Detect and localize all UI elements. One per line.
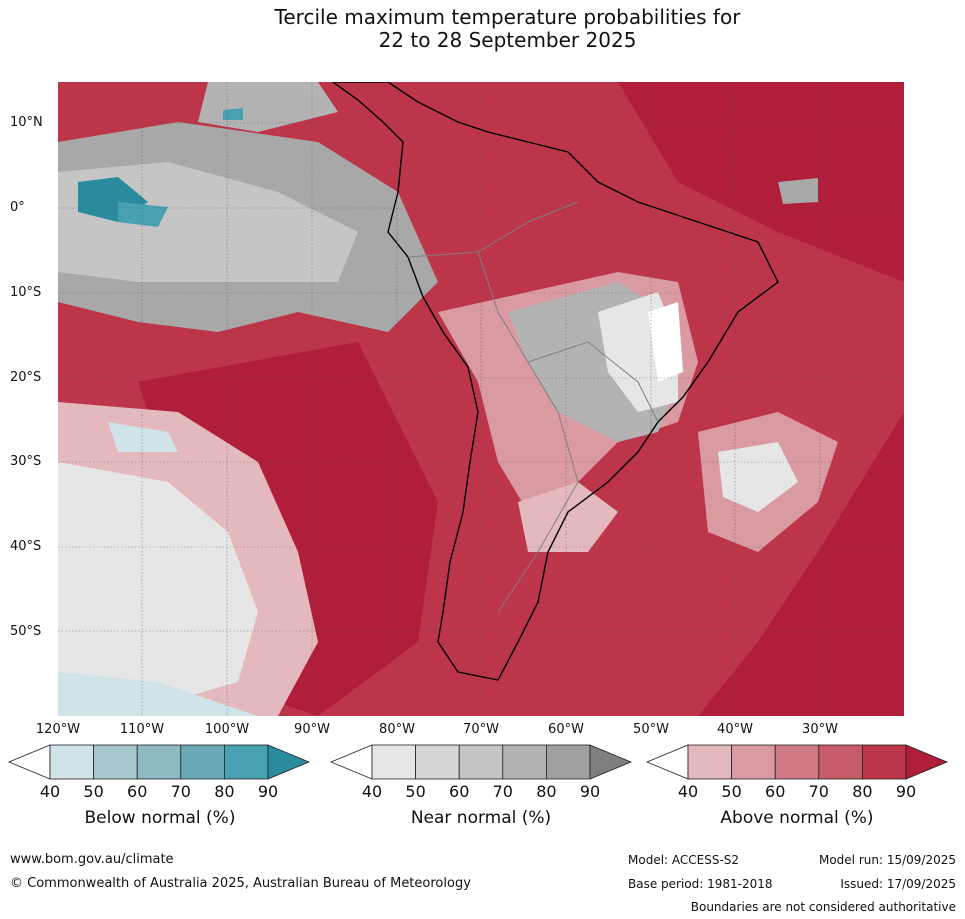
below-colorbar-segment [93, 744, 138, 780]
below-colorbar-high-triangle [267, 744, 310, 780]
lat-label-0: 0° [10, 200, 25, 215]
above-colorbar-segment [687, 744, 732, 780]
above-colorbar-segment [818, 744, 863, 780]
map-title-line1: Tercile maximum temperature probabilitie… [274, 5, 741, 29]
above-colorbar-segment [731, 744, 776, 780]
boundaries-disclaimer: Boundaries are not considered authoritat… [690, 900, 956, 914]
above-colorbar-segment [774, 744, 820, 780]
atlantic-near-patch [778, 178, 818, 204]
below-normal-patch-2 [118, 202, 168, 227]
above-colorbar-tick-label: 70 [808, 782, 829, 801]
below-colorbar-tick-label: 90 [257, 782, 279, 801]
lon-label-70w: 70°W [463, 722, 499, 737]
below-colorbar-tick-label: 60 [127, 782, 148, 801]
below-colorbar-segment [180, 744, 225, 780]
lat-label-20s: 20°S [10, 370, 42, 385]
below-normal-legend-title: Below normal (%) [84, 808, 236, 828]
near-normal-colorbar [330, 744, 632, 780]
issued-date: Issued: 17/09/2025 [840, 877, 956, 891]
lat-label-10s: 10°S [10, 285, 42, 300]
lon-label-90w: 90°W [294, 722, 330, 737]
model-run-date: Model run: 15/09/2025 [818, 853, 956, 867]
country-borders [407, 201, 659, 613]
below-normal-colorbar [8, 744, 310, 780]
lon-label-60w: 60°W [548, 722, 584, 737]
above-colorbar-tick-label: 90 [895, 782, 917, 801]
below-pale-south-pacific [58, 672, 258, 716]
near-colorbar-tick-label: 60 [449, 782, 470, 801]
below-pale-patch [108, 422, 178, 452]
lat-label-50s: 50°S [10, 624, 42, 639]
lon-label-30w: 30°W [802, 722, 838, 737]
model-name: Model: ACCESS-S2 [628, 853, 740, 867]
below-colorbar-low-triangle [8, 744, 51, 780]
lon-label-120w: 120°W [35, 722, 81, 737]
near-colorbar-tick-label: 50 [405, 782, 426, 801]
land-white-patch [648, 302, 683, 382]
near-normal-legend-title: Near normal (%) [410, 808, 552, 828]
above-normal-legend-title: Above normal (%) [720, 808, 874, 828]
below-colorbar-tick-label: 70 [170, 782, 191, 801]
copyright-text: © Commonwealth of Australia 2025, Austra… [10, 876, 471, 891]
near-colorbar-tick-label: 40 [361, 782, 383, 801]
above-colorbar-tick-label: 40 [677, 782, 699, 801]
base-period: Base period: 1981-2018 [628, 877, 773, 891]
above-normal-colorbar [646, 744, 948, 780]
probability-map [58, 82, 904, 716]
above-colorbar-tick-label: 60 [765, 782, 786, 801]
below-normal-patch-3 [223, 108, 243, 120]
near-colorbar-tick-label: 90 [579, 782, 601, 801]
land-pale-south [518, 482, 618, 552]
dark-above-region-east [618, 82, 904, 716]
below-colorbar-segment [49, 744, 94, 780]
near-colorbar-tick-label: 70 [492, 782, 513, 801]
graticule [58, 82, 904, 716]
website-link[interactable]: www.bom.gov.au/climate [10, 852, 174, 867]
below-colorbar-segment [223, 744, 269, 780]
near-colorbar-low-triangle [330, 744, 373, 780]
near-colorbar-segment [415, 744, 460, 780]
lon-label-80w: 80°W [379, 722, 415, 737]
near-colorbar-segment [545, 744, 591, 780]
near-pale-south-pacific [58, 462, 258, 716]
lat-label-10n: 10°N [10, 115, 43, 130]
above-colorbar-low-triangle [646, 744, 689, 780]
near-colorbar-segment [458, 744, 504, 780]
above-colorbar-high-triangle [905, 744, 948, 780]
above-colorbar-tick-label: 50 [721, 782, 742, 801]
below-colorbar-tick-label: 50 [83, 782, 104, 801]
lon-label-50w: 50°W [633, 722, 669, 737]
below-colorbar-tick-label: 80 [214, 782, 235, 801]
below-colorbar-tick-label: 40 [39, 782, 61, 801]
lon-label-100w: 100°W [204, 722, 250, 737]
map-title-line2: 22 to 28 September 2025 [378, 28, 637, 52]
near-colorbar-segment [371, 744, 416, 780]
below-colorbar-segment [136, 744, 182, 780]
coastline [331, 82, 779, 681]
above-colorbar-segment [861, 744, 907, 780]
lon-label-110w: 110°W [119, 722, 165, 737]
lat-label-30s: 30°S [10, 454, 42, 469]
lat-label-40s: 40°S [10, 539, 42, 554]
near-colorbar-tick-label: 80 [536, 782, 557, 801]
lon-label-40w: 40°W [717, 722, 753, 737]
near-colorbar-high-triangle [589, 744, 632, 780]
near-colorbar-segment [502, 744, 547, 780]
above-colorbar-tick-label: 80 [852, 782, 873, 801]
atlantic-near-pale [718, 442, 798, 512]
